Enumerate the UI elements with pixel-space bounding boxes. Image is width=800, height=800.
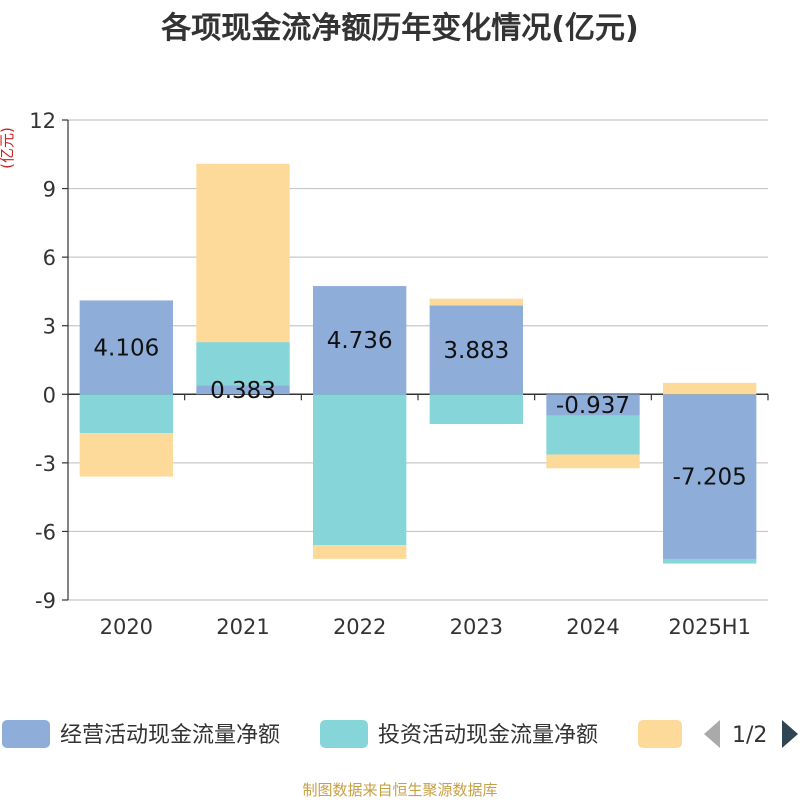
legend-prev-page-icon[interactable] xyxy=(704,720,720,748)
chart-title: 各项现金流净额历年变化情况(亿元) xyxy=(160,11,638,46)
y-tick-label: -9 xyxy=(35,589,56,613)
bar-financing[interactable] xyxy=(429,298,523,306)
y-tick-label: 9 xyxy=(43,178,56,202)
data-label-operating: 4.736 xyxy=(327,328,393,354)
bar-operating[interactable] xyxy=(429,305,523,395)
bar-investing[interactable] xyxy=(663,558,757,564)
bar-financing[interactable] xyxy=(663,382,757,395)
legend-label-operating: 经营活动现金流量净额 xyxy=(60,723,280,748)
axes: 12 9 6 3 0 -3 -6 -9 2020 2021 2022 2023 2024 2025H1 xyxy=(29,109,769,639)
legend-page-indicator: 1/2 xyxy=(732,723,767,748)
bar-series xyxy=(79,163,757,564)
y-tick-label: 12 xyxy=(29,109,56,133)
bar-operating[interactable] xyxy=(546,394,640,416)
data-source-footer: 制图数据来自恒生聚源数据库 xyxy=(302,781,497,799)
y-tick-label: -6 xyxy=(35,520,56,544)
legend-swatch-operating xyxy=(2,720,50,748)
data-label-operating: 0.383 xyxy=(210,378,276,404)
bar-investing[interactable] xyxy=(79,394,173,434)
bar-operating[interactable] xyxy=(663,394,757,559)
bar-operating[interactable] xyxy=(196,385,290,395)
x-tick-label: 2024 xyxy=(566,615,619,639)
legend: 经营活动现金流量净额 投资活动现金流量净额 1/2 xyxy=(2,720,798,748)
x-tick-label: 2021 xyxy=(216,615,269,639)
bar-investing[interactable] xyxy=(313,394,407,546)
bar-financing[interactable] xyxy=(313,545,407,559)
bar-financing[interactable] xyxy=(546,454,640,469)
data-label-operating: -7.205 xyxy=(673,465,747,491)
y-tick-label: 6 xyxy=(43,246,56,270)
legend-next-page-icon[interactable] xyxy=(782,720,798,748)
x-tick-label: 2023 xyxy=(450,615,503,639)
legend-item-financing[interactable] xyxy=(638,720,682,748)
data-labels: 4.106 0.383 4.736 3.883 -0.937 -7.205 xyxy=(93,328,746,490)
x-tick-label: 2025H1 xyxy=(668,615,751,639)
bar-financing[interactable] xyxy=(196,163,290,343)
bar-financing[interactable] xyxy=(79,433,173,477)
legend-item-investing[interactable]: 投资活动现金流量净额 xyxy=(320,720,598,748)
y-axis-unit-label: (亿元) xyxy=(0,127,16,169)
bar-operating[interactable] xyxy=(79,300,173,395)
legend-swatch-financing xyxy=(638,720,682,748)
data-label-operating: 4.106 xyxy=(93,335,159,361)
y-tick-label: 3 xyxy=(43,315,56,339)
bar-operating[interactable] xyxy=(313,286,407,395)
data-label-operating: -0.937 xyxy=(556,393,630,419)
bar-investing[interactable] xyxy=(546,415,640,455)
x-tick-label: 2020 xyxy=(100,615,153,639)
legend-label-investing: 投资活动现金流量净额 xyxy=(378,723,598,748)
legend-item-operating[interactable]: 经营活动现金流量净额 xyxy=(2,720,280,748)
y-tick-label: 0 xyxy=(43,383,56,407)
bar-investing[interactable] xyxy=(429,394,523,424)
bar-investing[interactable] xyxy=(196,342,290,386)
x-tick-label: 2022 xyxy=(333,615,386,639)
y-tick-label: -3 xyxy=(35,452,56,476)
legend-swatch-investing xyxy=(320,720,368,748)
data-label-operating: 3.883 xyxy=(443,338,509,364)
